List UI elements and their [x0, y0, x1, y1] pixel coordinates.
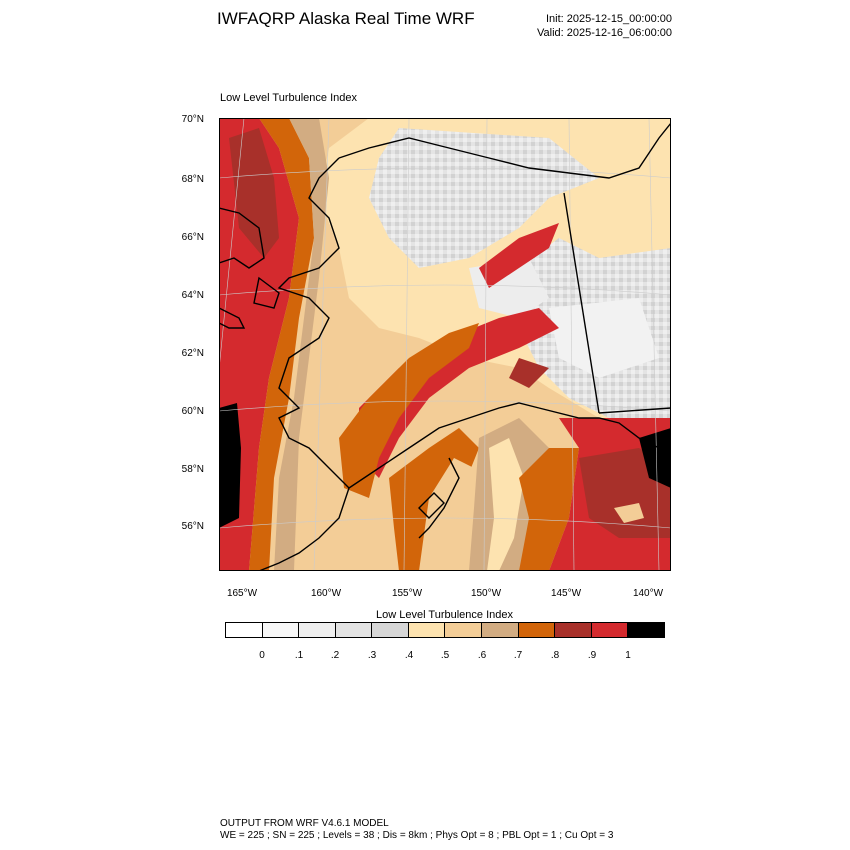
colorbar-label: .4: [404, 650, 414, 661]
graticule: [219, 118, 671, 571]
coastlines: [219, 122, 671, 571]
colorbar-cell: [408, 623, 446, 637]
darkred-spot-central: [509, 358, 549, 388]
colorbar-label: .8: [550, 650, 560, 661]
colorbar-label: .5: [440, 650, 450, 661]
lat-label-66: 66°N: [181, 232, 204, 243]
lat-label-64: 64°N: [181, 290, 204, 301]
gray-field-north: [369, 128, 599, 268]
lat-label-70: 70°N: [181, 114, 204, 125]
lat-label-62: 62°N: [181, 348, 204, 359]
init-time: Init: 2025-12-15_00:00:00: [546, 13, 672, 25]
darkred-blob-nw: [229, 128, 279, 258]
light-spot-southeast: [614, 503, 644, 523]
colorbar-label: .2: [330, 650, 340, 661]
turbulence-map: [219, 118, 671, 571]
black-patch-west: [219, 403, 241, 528]
colorbar-cell: [518, 623, 556, 637]
lon-label-150: 150°W: [470, 588, 502, 599]
colorbar-cell: [262, 623, 300, 637]
light-streak-south: [487, 438, 524, 571]
colorbar-label: .6: [477, 650, 487, 661]
lat-label-68: 68°N: [181, 174, 204, 185]
lon-label-165: 165°W: [226, 588, 258, 599]
colorbar-cell: [445, 623, 483, 637]
tan-band-west: [274, 118, 329, 571]
lat-label-60: 60°N: [181, 406, 204, 417]
orange-band-central: [339, 323, 479, 498]
footer-config: WE = 225 ; SN = 225 ; Levels = 38 ; Dis …: [220, 830, 614, 841]
colorbar-cell: [628, 623, 664, 637]
colorbar: [225, 622, 665, 638]
colorbar-cell: [226, 623, 263, 637]
colorbar-label: 0: [259, 650, 265, 661]
gray-field-east2: [549, 298, 659, 378]
colorbar-cell: [299, 623, 336, 637]
colorbar-cell: [335, 623, 373, 637]
red-streak-north: [479, 223, 559, 288]
colorbar-cell: [482, 623, 519, 637]
lon-label-160: 160°W: [310, 588, 342, 599]
colorbar-label: 1: [625, 650, 631, 661]
plot-title: Low Level Turbulence Index: [220, 92, 357, 104]
lon-label-155: 155°W: [391, 588, 423, 599]
colorbar-cell: [372, 623, 409, 637]
colorbar-label: .7: [513, 650, 523, 661]
map-frame: [219, 118, 671, 571]
valid-time: Valid: 2025-12-16_06:00:00: [537, 27, 672, 39]
footer-model: OUTPUT FROM WRF V4.6.1 MODEL: [220, 818, 389, 829]
lat-label-56: 56°N: [181, 521, 204, 532]
colorbar-label: .9: [587, 650, 597, 661]
lon-label-140: 140°W: [632, 588, 664, 599]
orange-band-west: [249, 118, 314, 571]
colorbar-title: Low Level Turbulence Index: [376, 609, 513, 621]
lon-label-145: 145°W: [550, 588, 582, 599]
page-title: IWFAQRP Alaska Real Time WRF: [217, 9, 475, 28]
orange-band-southeast: [519, 448, 579, 571]
lat-label-58: 58°N: [181, 464, 204, 475]
red-band-central: [359, 308, 559, 478]
colorbar-label: .1: [294, 650, 304, 661]
colorbar-cell: [591, 623, 629, 637]
colorbar-cell: [555, 623, 592, 637]
colorbar-label: .3: [367, 650, 377, 661]
black-patch-east: [639, 428, 671, 488]
light-band-south: [419, 458, 474, 571]
